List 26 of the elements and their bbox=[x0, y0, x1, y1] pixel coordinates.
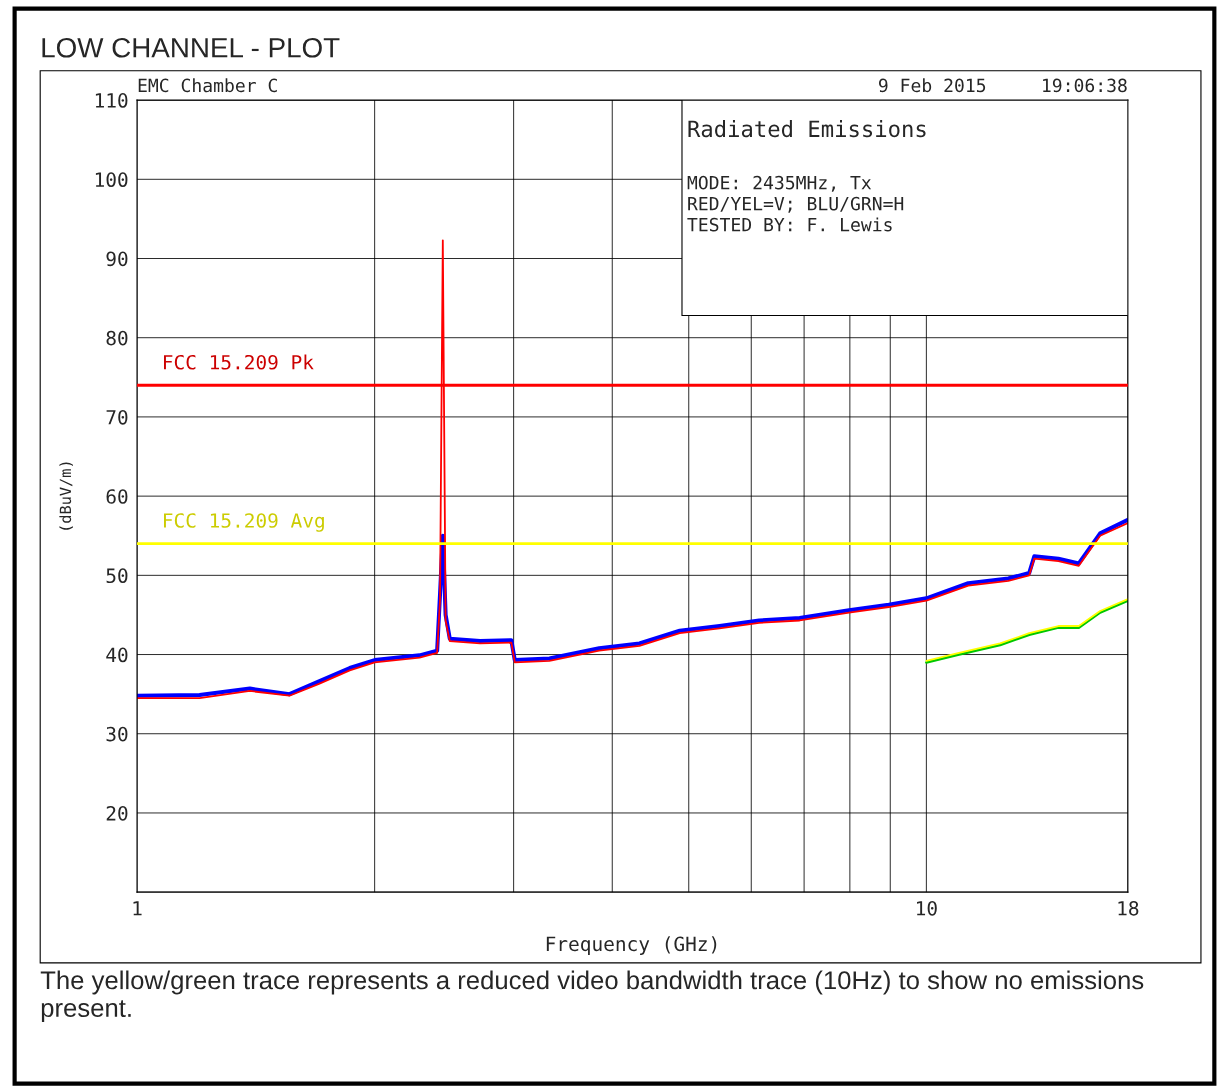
chart-title: LOW CHANNEL - PLOT bbox=[42, 37, 340, 58]
annotation: Radiated Emissions bbox=[688, 120, 926, 138]
ref-line-label: FCC 15.209 Avg bbox=[164, 513, 324, 532]
y-tick-label: 80 bbox=[106, 330, 128, 346]
x-tick-label: 10 bbox=[917, 900, 937, 916]
y-tick-label: 60 bbox=[106, 489, 128, 504]
x-axis-title: Frequency (GHz) bbox=[546, 936, 717, 955]
text: 9 Feb 2015 bbox=[879, 78, 986, 93]
text: The yellow/green trace represents a reduced video bandwidth trace (10Hz) to show no emissions present. bbox=[40, 970, 1144, 1023]
y-tick-label: 70 bbox=[106, 409, 128, 425]
chart-subtitle: EMC Chamber C bbox=[138, 78, 277, 93]
y-tick-label: 50 bbox=[106, 568, 128, 584]
y-axis-title: (dBuV/m) bbox=[59, 462, 73, 530]
text: 19:06:38 bbox=[1043, 78, 1127, 93]
annotation: RED/YEL=V; BLU/GRN=H bbox=[688, 196, 904, 213]
y-tick-label: 30 bbox=[106, 726, 128, 742]
x-tick-label: 18 bbox=[1118, 900, 1139, 916]
y-tick-label: 110 bbox=[95, 93, 128, 108]
y-tick-label: 40 bbox=[106, 647, 128, 663]
y-tick-label: 90 bbox=[106, 251, 128, 267]
annotation: TESTED BY: F. Lewis bbox=[687, 217, 892, 232]
x-tick-label: 1 bbox=[133, 901, 142, 916]
annotation: MODE: 2435MHz, Tx bbox=[687, 175, 872, 192]
y-tick-label: 20 bbox=[106, 805, 128, 821]
y-tick-label: 100 bbox=[95, 172, 128, 188]
ref-line-label: FCC 15.209 Pk bbox=[164, 354, 314, 370]
